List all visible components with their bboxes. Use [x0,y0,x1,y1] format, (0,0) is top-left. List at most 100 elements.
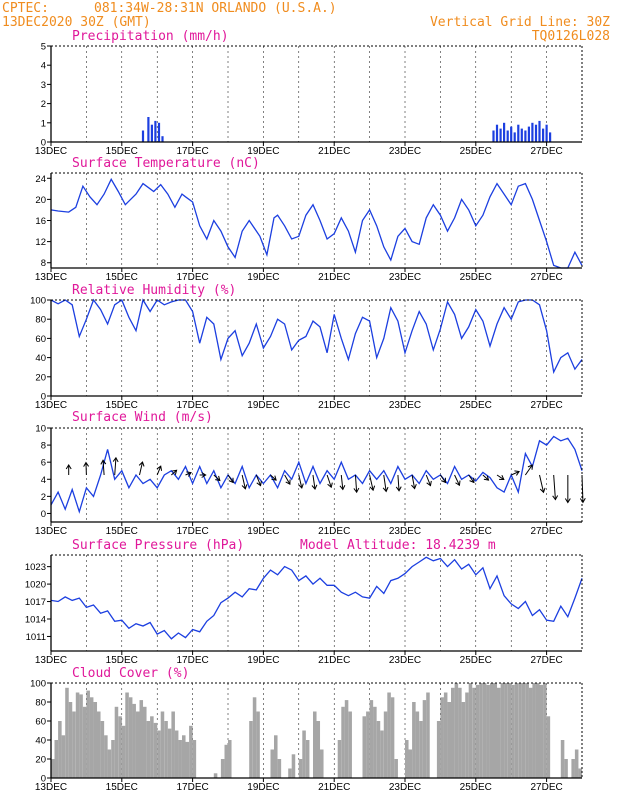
header-run-time: 13DEC2020 30Z (GMT) [2,15,151,30]
panel-title: Cloud Cover (%) [72,666,189,681]
bar [451,687,455,779]
bar [475,684,480,778]
x-tick-label: 13DEC [35,655,67,666]
bar [171,711,175,778]
bar [288,768,292,778]
bar [143,706,147,779]
bar [192,740,197,778]
panel-cloud: Cloud Cover (%) 0 20 40 60 80 100 13DEC 15DEC 17D… [30,666,583,793]
bar [114,706,119,779]
bar [383,711,388,778]
bar [65,687,69,779]
x-tick-label: 25DEC [460,400,492,411]
bar [224,744,229,779]
x-tick-label: 15DEC [106,782,138,793]
bar [486,684,490,778]
y-tick-label: 2 [41,99,46,110]
y-tick-label: 6 [41,458,46,469]
panel-temp: Surface Temperature (nC) 8 12 16 20 24 13DEC 15… [35,156,583,283]
bar [492,130,495,142]
y-tick-label: 100 [30,679,46,690]
y-tick-label: 4 [41,61,46,72]
bar [366,711,370,778]
bar [495,124,499,142]
wind-arrow-shaft [383,474,387,492]
wind-arrow-head [311,484,318,491]
bar [256,711,260,778]
bar [447,702,452,778]
bar [249,721,253,778]
bar [341,706,345,779]
x-tick-label: 27DEC [530,400,562,411]
x-tick-label: 27DEC [530,782,562,793]
x-tick-label: 19DEC [247,655,279,666]
wind-arrow-shaft [354,474,358,493]
wind-arrow-shaft [496,474,505,480]
bar [440,697,444,779]
wind-arrow [353,474,360,494]
wind-arrow-shaft [369,474,374,491]
bar [146,721,151,778]
bar [500,683,505,778]
wind-arrow [454,474,461,487]
bar [513,132,516,142]
x-tick-label: 19DEC [247,782,279,793]
x-tick-label: 21DEC [318,272,350,283]
bar [517,124,520,142]
wind-arrow-shaft [171,469,177,476]
x-tick-label: 25DEC [460,655,492,666]
bar [564,759,568,778]
wind-arrow-head [369,485,376,492]
wind-arrow [564,475,571,504]
wind-arrow-shaft [553,474,556,500]
y-tick-label: 4 [41,475,46,486]
y-tick-label: 40 [35,736,46,747]
x-tick-label: 25DEC [460,272,492,283]
wind-arrow-head [499,475,505,481]
y-tick-label: 60 [35,334,46,345]
bar [174,730,179,778]
wind-arrow-head [514,470,520,476]
wind-arrow [171,469,178,476]
bar [302,730,306,778]
bar [185,741,190,778]
bar [61,735,66,779]
wind-arrow-shaft [524,464,533,476]
x-tick-label: 21DEC [318,655,350,666]
bar [454,683,459,778]
y-tick-label: 20 [35,372,46,383]
wind-arrow-head [186,471,192,477]
y-tick-label: 1 [41,118,46,129]
bar [543,683,547,778]
bar [521,683,526,778]
x-tick-label: 27DEC [530,146,562,157]
x-tick-label: 27DEC [530,526,562,537]
bar [54,740,59,778]
wind-arrow-head [298,483,304,489]
y-tick-label: 1014 [25,615,46,626]
wind-arrow-head [241,484,248,490]
bar [490,683,494,778]
x-tick-label: 15DEC [106,146,138,157]
bar [525,683,529,778]
wind-arrow [156,465,163,476]
bar [104,735,108,779]
bar [369,700,374,778]
bar [415,711,420,778]
wind-arrow-head [271,475,277,481]
wind-arrow-shaft [241,474,246,489]
x-tick-label: 17DEC [176,526,208,537]
wind-arrow-head [469,477,475,484]
wind-arrow [579,474,586,504]
bar [298,759,303,778]
bar [506,130,509,142]
header-location: 081:34W-28:31N ORLANDO (U.S.A.) [94,1,337,16]
wind-arrow [482,474,490,481]
bar [412,702,416,778]
bar [79,694,83,778]
wind-arrow-shaft [156,465,162,476]
bar [313,711,317,778]
bar [465,692,469,778]
bar [277,759,282,778]
